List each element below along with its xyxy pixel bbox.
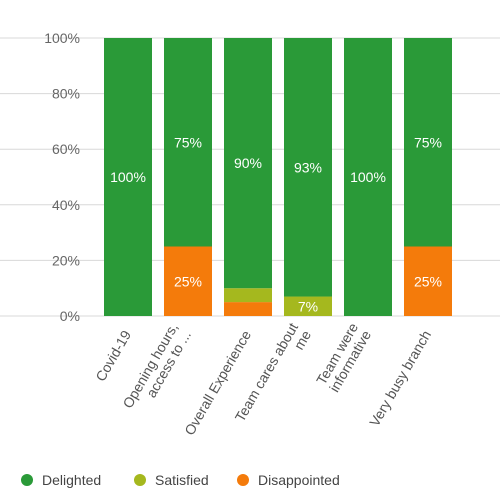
y-tick-label: 0% bbox=[60, 308, 80, 324]
data-label: 100% bbox=[350, 169, 386, 185]
legend-item-satisfied[interactable]: Satisfied bbox=[134, 472, 209, 488]
y-tick-label: 80% bbox=[52, 86, 80, 102]
data-label: 75% bbox=[174, 134, 202, 150]
bar-disappointed[interactable] bbox=[224, 302, 272, 316]
data-label: 93% bbox=[294, 159, 322, 175]
legend[interactable]: Delighted Satisfied Disappointed bbox=[21, 472, 340, 488]
data-label: 7% bbox=[298, 298, 318, 314]
x-tick-label: Team wereinformative bbox=[313, 320, 374, 395]
x-tick-label-line: Covid-19 bbox=[92, 327, 134, 384]
x-tick-label: Covid-19 bbox=[92, 327, 134, 384]
bar-satisfied[interactable] bbox=[224, 288, 272, 303]
data-label: 25% bbox=[414, 273, 442, 289]
data-label: 25% bbox=[174, 273, 202, 289]
data-label: 90% bbox=[234, 155, 262, 171]
y-tick-label: 100% bbox=[44, 30, 80, 46]
y-axis: 0% 20% 40% 60% 80% 100% bbox=[44, 30, 80, 324]
legend-label: Delighted bbox=[42, 472, 101, 488]
bar-delighted[interactable] bbox=[224, 38, 272, 289]
legend-item-delighted[interactable]: Delighted bbox=[21, 472, 101, 488]
legend-marker bbox=[134, 474, 146, 486]
x-tick-label-line: Very busy branch bbox=[366, 328, 434, 430]
bars bbox=[104, 38, 452, 316]
y-tick-label: 20% bbox=[52, 252, 80, 268]
bar-disappointed[interactable] bbox=[164, 246, 212, 317]
data-labels: 100% 75% 25% 90% 93% 7% 100% 75% 25% bbox=[110, 134, 442, 314]
legend-item-disappointed[interactable]: Disappointed bbox=[237, 472, 340, 488]
bar-delighted[interactable] bbox=[404, 38, 452, 247]
data-label: 100% bbox=[110, 169, 146, 185]
legend-label: Disappointed bbox=[258, 472, 340, 488]
bar-delighted[interactable] bbox=[344, 38, 392, 316]
legend-marker bbox=[237, 474, 249, 486]
bar-delighted[interactable] bbox=[284, 38, 332, 297]
bar-disappointed[interactable] bbox=[404, 246, 452, 317]
legend-marker bbox=[21, 474, 33, 486]
legend-label: Satisfied bbox=[155, 472, 209, 488]
y-tick-label: 40% bbox=[52, 197, 80, 213]
y-tick-label: 60% bbox=[52, 141, 80, 157]
data-label: 75% bbox=[414, 134, 442, 150]
x-tick-label: Very busy branch bbox=[366, 328, 434, 430]
bar-satisfied[interactable] bbox=[284, 296, 332, 316]
bar-delighted[interactable] bbox=[104, 38, 152, 316]
bar-delighted[interactable] bbox=[164, 38, 212, 247]
